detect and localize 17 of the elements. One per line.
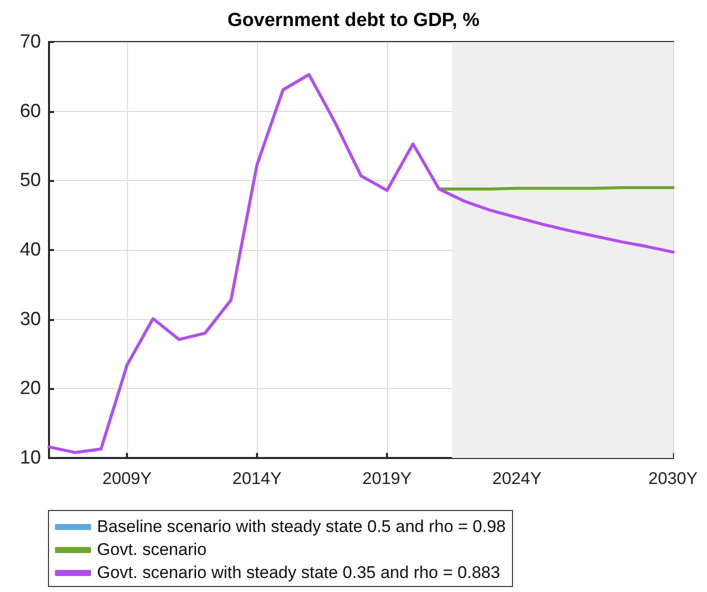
line-series [48, 73, 674, 454]
y-tick-label: 70 [20, 32, 41, 52]
legend-label: Govt. scenario with steady state 0.35 and rho = 0.883 [97, 562, 500, 582]
y-tick-label: 30 [20, 308, 41, 330]
y-tick-label: 60 [20, 100, 41, 122]
x-tick-label: 2009Y [102, 469, 152, 488]
y-tick-label: 40 [20, 240, 41, 260]
y-tick-label: 10 [20, 448, 41, 468]
legend-label: Baseline scenario with steady state 0.5 and rho = 0.98 [97, 516, 506, 536]
y-tick-label: 20 [20, 378, 41, 400]
legend-label: Govt. scenario [97, 540, 207, 560]
x-tick-label: 2024Y [492, 469, 542, 488]
x-tick-label: 2014Y [232, 469, 282, 488]
y-tick-label: 50 [20, 170, 41, 192]
x-tick-label: 2019Y [362, 469, 412, 488]
chart-title: Government debt to GDP, % [228, 10, 480, 31]
x-tick-label: 2030Y [648, 469, 698, 488]
